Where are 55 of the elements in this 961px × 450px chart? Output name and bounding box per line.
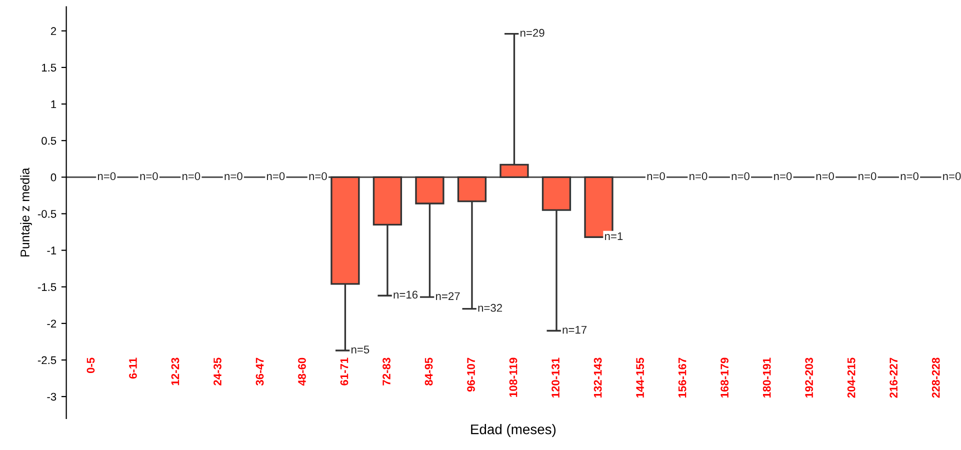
x-tick-label: 144-155 <box>636 358 644 398</box>
x-tick-label: 48-60 <box>298 358 306 386</box>
annotation: n=27 <box>436 292 460 300</box>
x-tick-label: 61-71 <box>340 358 348 386</box>
x-tick-label: 168-179 <box>720 358 728 398</box>
x-tick-label: 96-107 <box>467 358 475 392</box>
x-tick-label: 192-203 <box>805 358 814 398</box>
y-tick-label: -2.5 <box>38 356 56 364</box>
annotation: n=0 <box>647 172 665 180</box>
annotation: n=0 <box>309 172 327 180</box>
annotation: n=0 <box>140 172 158 180</box>
x-tick-label: 204-215 <box>847 358 856 398</box>
y-axis-title: Puntaje z media <box>20 168 32 256</box>
y-tick-label: 1 <box>51 100 56 108</box>
y-tick-label: 0.5 <box>42 136 56 145</box>
annotation: n=0 <box>816 172 834 180</box>
y-tick-label: -3 <box>47 392 56 401</box>
annotation: n=1 <box>605 232 623 240</box>
annotation: n=0 <box>774 172 792 180</box>
annotation: n=0 <box>732 172 750 180</box>
annotation: n=0 <box>98 172 116 180</box>
y-tick-label: -2 <box>47 320 56 328</box>
y-tick-label: 2 <box>50 27 56 35</box>
annotation: n=16 <box>394 290 418 299</box>
y-tick-label: -0.5 <box>38 210 56 218</box>
annotation: n=0 <box>266 172 285 180</box>
x-axis-title: Edad (meses) <box>471 424 556 437</box>
annotation: n=0 <box>224 172 242 180</box>
annotation: n=0 <box>690 172 708 180</box>
annotation: n=17 <box>562 326 587 334</box>
x-tick-label: 24-35 <box>214 358 222 386</box>
x-tick-label: 180-191 <box>762 358 771 398</box>
y-tick-label: -1.5 <box>38 283 56 291</box>
annotation: n=0 <box>943 172 961 180</box>
y-tick-label: 0 <box>50 173 56 182</box>
x-tick-label: 6-11 <box>129 358 137 379</box>
x-tick-label: 228-228 <box>932 358 940 398</box>
x-tick-label: 120-131 <box>552 358 560 398</box>
y-tick-label: -1 <box>47 246 56 254</box>
x-tick-label: 84-95 <box>424 358 433 386</box>
annotation: n=0 <box>900 172 919 180</box>
x-tick-label: 72-83 <box>382 358 390 386</box>
x-tick-label: 132-143 <box>594 358 602 398</box>
x-tick-label: 36-47 <box>256 358 264 386</box>
y-tick-label: 1.5 <box>42 64 56 72</box>
annotation: n=32 <box>478 304 502 312</box>
x-tick-label: 108-119 <box>509 358 518 397</box>
x-tick-label: 216-227 <box>890 358 898 398</box>
annotation: n=0 <box>182 172 200 180</box>
annotation: n=29 <box>520 28 544 37</box>
annotation: n=5 <box>351 346 370 354</box>
x-tick-label: 12-23 <box>171 358 180 386</box>
x-tick-label: 156-167 <box>678 358 686 398</box>
annotation: n=0 <box>858 172 876 180</box>
x-tick-label: 0-5 <box>86 358 95 374</box>
